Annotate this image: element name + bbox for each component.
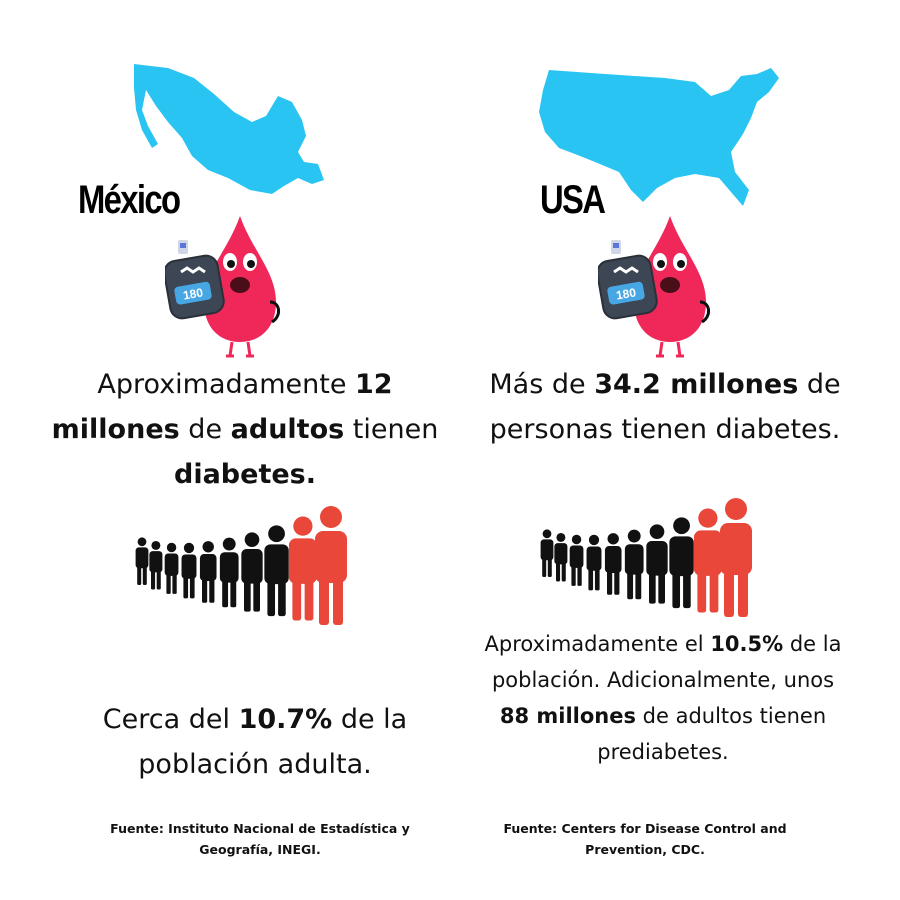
person-figure [693, 508, 722, 613]
people-row-icon [135, 506, 347, 625]
mexico-pct-suffix: de la población adulta. [138, 704, 408, 780]
mexico-stat-millions: millones [51, 414, 180, 445]
person-figure [669, 517, 694, 609]
usa-pct-prefix: Aproximadamente el [484, 632, 711, 656]
usa-stat-pct: Aproximadamente el 10.5% de la población… [483, 626, 843, 770]
mexico-stat-sep3: tienen [344, 414, 439, 445]
person-figure [264, 525, 289, 617]
usa-map-icon [539, 68, 779, 206]
mexico-source: Fuente: Instituto Nacional de Estadístic… [110, 821, 410, 857]
glucometer-icon: 180 [165, 240, 225, 320]
person-figure [164, 542, 179, 594]
usa-stat-prefix: Más de [489, 369, 595, 400]
usa-source: Fuente: Centers for Disease Control and … [503, 821, 787, 857]
mexico-pct-prefix: Cerca del [102, 704, 239, 735]
usa-pct-suffix: de adultos tienen prediabetes. [597, 704, 827, 764]
person-figure [199, 541, 217, 603]
mexico-stat-prefix: Aproximadamente [97, 369, 356, 400]
mexico-stat-pct: Cerca del 10.7% de la población adulta. [60, 697, 450, 787]
mexico-stat-sep2: de [179, 414, 231, 445]
usa-pct-mid: de la población. Adicionalmente, unos [491, 632, 842, 692]
person-figure [135, 537, 149, 585]
mexico-pct-value: 10.7% [238, 704, 333, 735]
person-figure [646, 524, 668, 604]
usa-stat-main: Más de 34.2 millones de personas tienen … [480, 362, 850, 452]
person-figure [540, 529, 554, 577]
person-figure [219, 537, 239, 608]
person-figure [315, 506, 347, 625]
usa-title: USA [540, 178, 606, 222]
mexico-stat-adults: adultos [230, 414, 345, 445]
mexico-title: México [78, 178, 181, 222]
person-figure [288, 516, 317, 621]
person-figure [624, 529, 644, 600]
glucometer-reading: 180 [615, 285, 637, 302]
person-figure [241, 532, 263, 612]
mexico-stat-main: Aproximadamente 12 millones de adultos t… [50, 362, 440, 497]
mexico-stat-number: 12 [355, 369, 393, 400]
person-figure [149, 540, 163, 590]
person-figure [554, 532, 568, 582]
person-figure [569, 534, 584, 586]
person-figure [586, 534, 602, 591]
usa-stat-number: 34.2 millones [594, 369, 799, 400]
usa-pct-value: 10.5% [710, 632, 784, 656]
glucometer-reading: 180 [182, 285, 204, 302]
person-figure [181, 542, 197, 599]
person-figure [720, 498, 752, 617]
mexico-map-icon [134, 64, 324, 194]
glucometer-icon: 180 [598, 240, 658, 320]
blood-drop-mascot-icon [204, 216, 280, 358]
usa-prediabetes-number: 88 millones [499, 704, 636, 728]
mexico-stat-diabetes: diabetes. [174, 459, 316, 490]
usa-stat-suffix: de personas tienen diabetes. [489, 369, 841, 445]
people-row-icon [540, 498, 752, 617]
person-figure [604, 533, 622, 595]
